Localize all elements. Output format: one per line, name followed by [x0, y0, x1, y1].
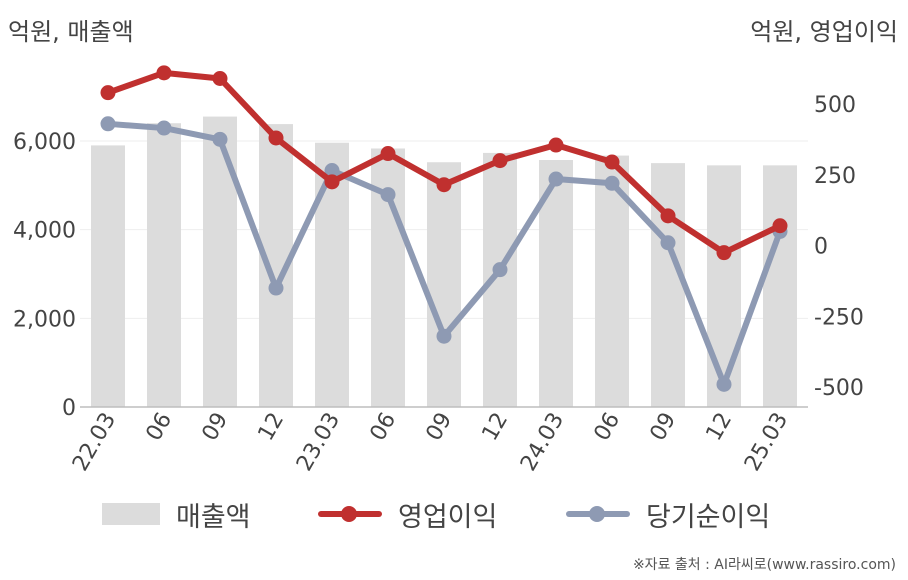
left-tick-label: 4,000: [13, 219, 76, 244]
revenue-bar: [147, 123, 181, 408]
right-tick-label: 0: [814, 235, 828, 260]
x-tick-label: 22.03: [68, 409, 121, 476]
legend-item-net-income: 당기순이익: [566, 494, 770, 534]
profit-lines: [100, 65, 788, 392]
left-axis-unit-label: 억원, 매출액: [8, 18, 134, 46]
right-tick-label: -500: [814, 376, 864, 401]
x-tick-label: 09: [198, 409, 234, 446]
operating-profit-point: [772, 218, 788, 234]
net-income-point: [268, 280, 284, 296]
net-income-point: [100, 116, 116, 132]
operating-profit-point: [604, 154, 620, 170]
legend: 매출액 영업이익 당기순이익: [0, 494, 908, 534]
x-tick-label: 12: [254, 409, 290, 446]
net-income-point: [436, 328, 452, 344]
legend-label-net-income: 당기순이익: [646, 501, 771, 533]
x-tick-label: 12: [702, 409, 738, 446]
legend-swatch-operating-profit: [318, 503, 382, 525]
legend-label-operating-profit: 영업이익: [398, 501, 498, 533]
legend-item-revenue: 매출액: [102, 494, 251, 534]
net-income-point: [156, 120, 172, 136]
legend-swatch-revenue: [102, 503, 160, 525]
operating-profit-point: [716, 245, 732, 261]
x-tick-label: 09: [646, 409, 682, 446]
operating-profit-point: [324, 174, 340, 190]
operating-profit-point: [268, 130, 284, 146]
right-tick-label: 500: [814, 93, 856, 118]
net-income-point: [604, 175, 620, 191]
operating-profit-point: [548, 137, 564, 153]
right-tick-label: 250: [814, 164, 856, 189]
revenue-bar: [763, 165, 797, 407]
net-income-point: [716, 376, 732, 392]
operating-profit-point: [100, 85, 116, 101]
net-income-point: [492, 262, 508, 278]
operating-profit-point: [212, 70, 228, 86]
x-tick-label: 24.03: [516, 409, 569, 476]
right-axis-unit-label: 억원, 영업이익: [750, 18, 898, 46]
operating-profit-point: [156, 65, 172, 81]
x-tick-label: 06: [366, 409, 402, 446]
left-tick-label: 0: [62, 396, 76, 421]
operating-profit-point: [380, 146, 396, 162]
x-tick-label: 06: [590, 409, 626, 446]
left-tick-label: 6,000: [13, 130, 76, 155]
net-income-point: [660, 235, 676, 251]
revenue-bar: [91, 145, 125, 407]
revenue-bar: [203, 116, 237, 408]
operating-profit-point: [436, 177, 452, 193]
left-tick-label: 2,000: [13, 307, 76, 332]
right-tick-label: -250: [814, 305, 864, 330]
net-income-point: [324, 163, 340, 179]
operating-profit-point: [660, 208, 676, 224]
net-income-point: [380, 187, 396, 203]
legend-item-operating-profit: 영업이익: [318, 494, 497, 534]
x-tick-label: 25.03: [740, 409, 793, 476]
operating-profit-point: [492, 153, 508, 169]
revenue-bar: [651, 163, 685, 407]
x-tick-label: 23.03: [292, 409, 345, 476]
net-income-point: [212, 131, 228, 147]
x-tick-label: 06: [142, 409, 178, 446]
data-source-note: ※자료 출처 : AI라씨로(www.rassiro.com): [632, 557, 896, 573]
combo-chart: 0 2,000 4,000 6,000 -500 -250 0 250 500 22.03 06 09…: [13, 65, 864, 476]
revenue-bar: [427, 162, 461, 407]
revenue-bars: [91, 116, 797, 408]
legend-swatch-net-income: [566, 503, 630, 525]
net-income-point: [548, 171, 564, 187]
legend-label-revenue: 매출액: [176, 501, 251, 533]
x-tick-label: 12: [478, 409, 514, 446]
revenue-bar: [707, 165, 741, 407]
x-tick-label: 09: [422, 409, 458, 446]
